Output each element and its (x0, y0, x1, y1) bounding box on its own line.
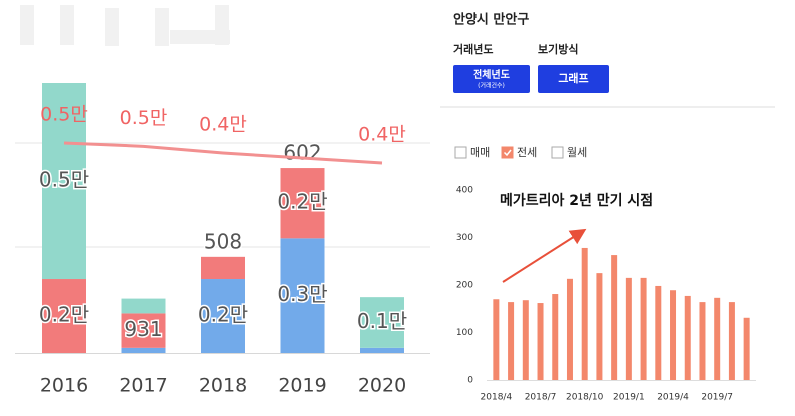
check-mark (503, 149, 512, 157)
annotation: 메가트리아 2년 만기 시점 (500, 192, 653, 209)
data-label: 0.2만 (277, 190, 327, 214)
data-label: 0.5만 (39, 168, 89, 192)
y-tick-label: 300 (456, 233, 473, 243)
bar (655, 285, 662, 380)
x-tick-label: 2019/4 (657, 393, 689, 403)
x-tick-label: 2017 (119, 375, 167, 397)
line-label: 0.4만 (199, 114, 247, 136)
y-tick-label: 0 (467, 376, 473, 386)
line-label: 0.5만 (120, 107, 168, 129)
x-tick-label: 2016 (40, 375, 88, 397)
bar-segment (360, 297, 404, 348)
data-label: 0.3만 (277, 282, 327, 306)
legend-item[interactable]: 매매 (454, 146, 490, 159)
x-tick-label: 2020 (358, 375, 406, 397)
filter-label: 보기방식 (538, 42, 578, 56)
x-tick-label: 2018/7 (525, 393, 557, 403)
bar-segment (280, 238, 325, 353)
x-tick-label: 2018 (199, 375, 247, 397)
faint-logo (20, 5, 230, 46)
y-tick-label: 100 (456, 328, 473, 338)
bar-segment (121, 313, 166, 348)
x-tick-label: 2019/7 (701, 393, 733, 403)
bar (699, 302, 706, 380)
total-label: 602 (283, 141, 321, 165)
annotation-arrow (502, 228, 587, 283)
button-text: 그래프 (558, 71, 588, 85)
bar (566, 278, 573, 380)
bar (728, 302, 735, 380)
data-label: 0.2만 (39, 303, 89, 327)
button-bg (538, 65, 609, 93)
legend-label: 매매 (470, 146, 490, 159)
total-label: 508 (204, 229, 242, 253)
bar (640, 277, 647, 380)
bar (684, 295, 691, 380)
view-button[interactable]: 그래프 (538, 65, 609, 93)
data-label: 0.1만 (357, 309, 407, 333)
bar (670, 290, 677, 380)
bar (625, 277, 632, 380)
legend-checkbox (454, 146, 467, 159)
button-subtext: (거래건수) (478, 82, 505, 90)
button-text: 전체년도 (473, 68, 510, 81)
bar-segment (201, 256, 245, 280)
data-label: 0.2만 (198, 303, 248, 327)
legend-label: 월세 (567, 146, 587, 159)
bar (493, 299, 500, 380)
trend-line (63, 141, 383, 165)
bar (537, 303, 544, 380)
bar (714, 297, 721, 380)
x-tick-label: 2019 (278, 375, 326, 397)
bar (552, 294, 559, 380)
button-bg (453, 65, 530, 93)
filter-label: 거래년도 (453, 42, 493, 56)
bar (581, 247, 588, 380)
line-label: 0.4만 (358, 124, 406, 146)
x-tick-label: 2018/10 (566, 393, 604, 403)
bar (743, 317, 750, 380)
bar-segment (121, 298, 166, 314)
data-label: 931 (124, 317, 162, 341)
bar (611, 255, 618, 380)
year-button[interactable]: 전체년도 (거래건수) (453, 65, 530, 93)
bar (596, 273, 603, 380)
legend-checkbox (501, 146, 514, 159)
bar-segment (42, 279, 86, 353)
legend-item[interactable]: 월세 (551, 146, 587, 159)
legend-checkbox (551, 146, 564, 159)
line-label: 0.5만 (40, 104, 88, 126)
bar-segment (42, 83, 86, 280)
bar (522, 300, 529, 380)
legend-item[interactable]: 전세 (501, 146, 537, 159)
bar (508, 302, 515, 380)
bar-segment (201, 279, 245, 353)
y-tick-label: 400 (456, 186, 473, 196)
region-title: 안양시 만안구 (453, 12, 529, 28)
x-tick-label: 2019/1 (613, 393, 645, 403)
y-tick-label: 200 (456, 281, 473, 291)
bar-segment (280, 168, 325, 239)
x-tick-label: 2018/4 (481, 393, 513, 403)
legend-label: 전세 (517, 146, 537, 159)
bar-segment (121, 347, 166, 353)
bar-segment (360, 347, 404, 353)
